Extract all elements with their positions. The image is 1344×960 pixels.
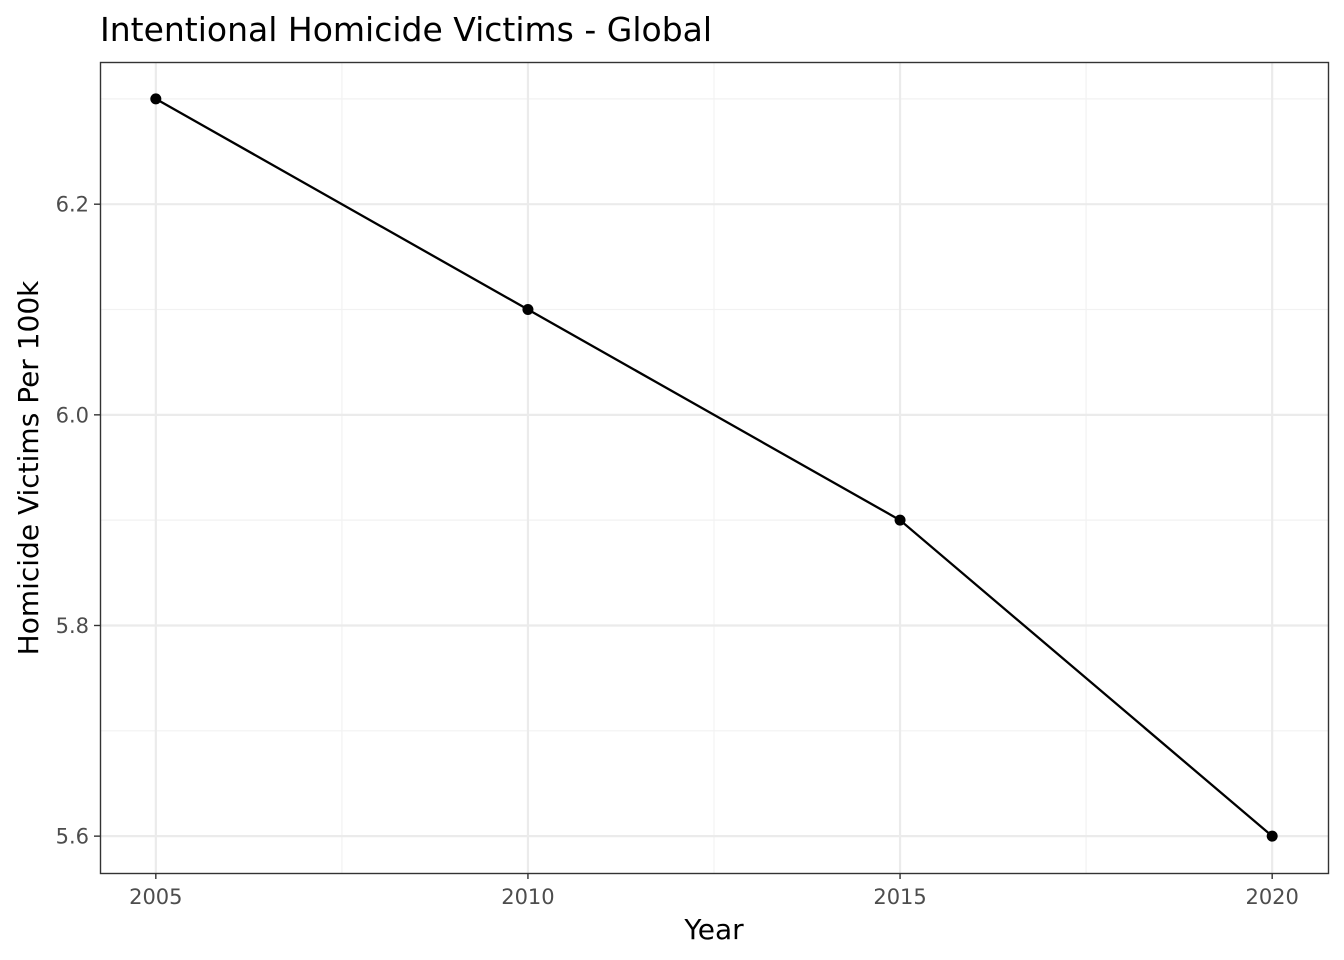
y-axis: 5.6 5.8 6.0 6.2 [56, 193, 100, 849]
data-point [150, 93, 162, 105]
data-point [1266, 830, 1278, 842]
x-tick-label: 2005 [129, 885, 182, 909]
series-line [155, 97, 1273, 838]
x-tick-label: 2020 [1245, 885, 1298, 909]
series-layer [150, 93, 1278, 842]
x-axis-title: Year [683, 913, 744, 946]
data-point [522, 304, 534, 316]
x-axis: 2005 2010 2015 2020 [129, 873, 1299, 909]
y-tick-label: 5.6 [56, 825, 89, 849]
data-point [894, 514, 906, 526]
minor-gridlines [100, 62, 1328, 873]
chart-title: Intentional Homicide Victims - Global [100, 10, 712, 49]
x-tick-label: 2015 [873, 885, 926, 909]
y-tick-label: 5.8 [56, 614, 89, 638]
panel-border [99, 61, 1330, 875]
y-axis-title: Homicide Victims Per 100k [12, 280, 45, 656]
y-tick-label: 6.0 [56, 403, 89, 427]
x-tick-label: 2010 [501, 885, 554, 909]
y-tick-label: 6.2 [56, 193, 89, 217]
